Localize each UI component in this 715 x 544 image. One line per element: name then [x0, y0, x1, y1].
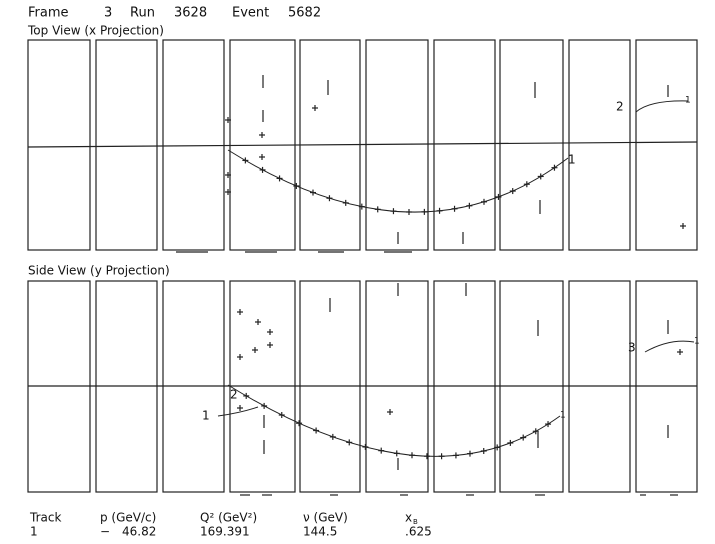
- table-cell: 46.82: [122, 525, 156, 539]
- table-header: p (GeV/c): [100, 511, 156, 525]
- track-label: 1: [202, 409, 210, 423]
- track-labels: 1 2 1 1 2 1 3 1: [202, 96, 700, 423]
- panel: [162, 39, 225, 251]
- table-cell: 169.391: [200, 525, 250, 539]
- panel: [433, 39, 496, 251]
- track-label: 1: [568, 153, 576, 167]
- panel: [27, 39, 91, 251]
- axis-line: [27, 141, 698, 148]
- table-cell: −: [100, 525, 110, 539]
- frame-label: Frame: [28, 6, 69, 21]
- panel: [635, 39, 698, 251]
- track-label: 1: [694, 337, 700, 347]
- table-cell: 144.5: [303, 525, 337, 539]
- track: [644, 340, 695, 353]
- run: 3628: [174, 6, 207, 21]
- header: Frame 3 Run 3628 Event 5682: [28, 6, 321, 21]
- track-label: 2: [230, 388, 238, 402]
- panel: [95, 39, 158, 251]
- event: 5682: [288, 6, 321, 21]
- table-cell: .625: [405, 525, 432, 539]
- side-view-title: Side View (y Projection): [28, 264, 170, 278]
- table-subscript: B: [413, 518, 418, 526]
- table-header: ν (GeV): [303, 511, 348, 525]
- panel: [568, 39, 631, 251]
- table-header: x: [405, 511, 412, 525]
- event-label: Event: [232, 6, 269, 21]
- track-label: 2: [616, 100, 624, 114]
- frame: 3: [104, 6, 112, 21]
- track: [217, 406, 259, 417]
- panel: [499, 39, 564, 251]
- track: [635, 100, 689, 113]
- track-label: 1: [685, 96, 691, 106]
- table-cell: 1: [30, 525, 38, 539]
- table-header: Track: [29, 511, 61, 525]
- top-view-title: Top View (x Projection): [27, 24, 164, 38]
- track-table: Track p (GeV/c) Q² (GeV²) ν (GeV) x B 1 …: [29, 511, 432, 539]
- track: [227, 384, 561, 457]
- track-label: 1: [560, 411, 566, 421]
- track-label: 3: [628, 341, 636, 355]
- table-header: Q² (GeV²): [200, 511, 257, 525]
- run-label: Run: [130, 6, 155, 21]
- track: [227, 149, 569, 213]
